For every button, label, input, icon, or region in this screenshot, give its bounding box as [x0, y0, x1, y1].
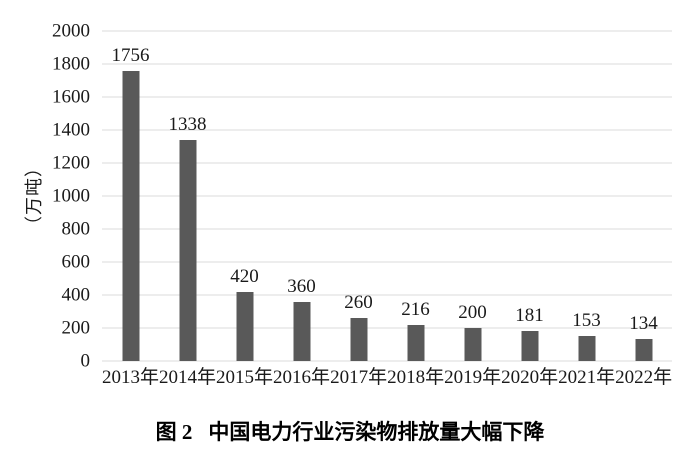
bar-value-label: 216: [401, 299, 430, 321]
gridline: [102, 162, 672, 164]
y-axis-tick-label: 800: [61, 218, 91, 240]
bar-column: 420: [216, 31, 273, 361]
y-axis-tick-label: 1000: [52, 185, 90, 207]
bar-value-label: 260: [344, 292, 373, 314]
bar-value-label: 1756: [111, 45, 150, 67]
bar-value-label: 200: [458, 302, 487, 323]
figure-caption-title: 中国电力行业污染物排放量大幅下降: [208, 420, 545, 444]
x-axis-tick-label: 2022年: [615, 367, 673, 388]
gridline: [102, 360, 672, 362]
y-axis-tick-label: 0: [80, 350, 91, 372]
bar: [179, 140, 196, 361]
bar-column: 153: [558, 31, 615, 361]
bar: [293, 301, 310, 361]
bar-column: 200: [444, 31, 501, 361]
bar-column: 1338: [159, 31, 216, 361]
x-axis-tick-label: 2015年: [216, 367, 274, 388]
bar: [578, 335, 595, 361]
bar-series: 1756 1338 420 360 260 216 200 181 153 134: [102, 31, 672, 361]
figure-caption-prefix: 图 2: [155, 420, 193, 444]
bar-value-label: 181: [515, 305, 544, 327]
x-axis-tick-label: 2016年: [273, 367, 331, 388]
figure-caption: 图 2 中国电力行业污染物排放量大幅下降: [0, 416, 700, 446]
gridline: [102, 63, 672, 65]
bar-column: 260: [330, 31, 387, 361]
x-axis-tick-label: 2017年: [330, 367, 388, 388]
bar-value-label: 360: [287, 275, 316, 297]
bar: [464, 328, 481, 361]
x-axis-labels: 2013年 2014年 2015年 2016年 2017年 2018年 2019年 2020年…: [102, 367, 672, 390]
y-axis-tick-label: 1600: [52, 86, 90, 108]
bar: [407, 325, 424, 361]
bar: [236, 291, 253, 361]
bar-value-label: 420: [230, 265, 259, 287]
bar-column: 1756: [102, 31, 159, 361]
bar: [350, 318, 367, 361]
bar-column: 360: [273, 31, 330, 361]
gridline: [102, 261, 672, 263]
bar-column: 181: [501, 31, 558, 361]
gridline: [102, 30, 672, 32]
y-axis-tick-label: 200: [61, 317, 91, 339]
bar-column: 216: [387, 31, 444, 361]
bar: [521, 331, 538, 361]
gridline: [102, 228, 672, 230]
x-axis-tick-label: 2019年: [444, 367, 502, 388]
gridline: [102, 96, 672, 98]
bar-value-label: 134: [629, 312, 658, 334]
y-axis-tick-label: 400: [61, 284, 91, 306]
bar: [122, 71, 139, 361]
y-axis-ticks: 0 200 400 600 800 1000 1200 1400 1600 1800 2000: [0, 22, 91, 371]
x-axis-tick-label: 2020年: [501, 367, 559, 388]
y-axis-tick-label: 2000: [52, 20, 90, 42]
gridline: [102, 129, 672, 131]
bar-column: 134: [615, 31, 672, 361]
gridline: [102, 327, 672, 329]
x-axis-tick-label: 2018年: [387, 367, 445, 388]
bar: [635, 338, 652, 361]
bar-value-label: 153: [572, 309, 601, 331]
x-axis-tick-label: 2013年: [102, 367, 160, 388]
bar-value-label: 1338: [168, 114, 207, 136]
x-axis-tick-label: 2014年: [159, 367, 217, 388]
gridline: [102, 195, 672, 197]
gridline: [102, 294, 672, 296]
plot-area: 1756 1338 420 360 260 216 200 181 153 134: [102, 30, 672, 362]
y-axis-tick-label: 1400: [52, 119, 90, 141]
x-axis-tick-label: 2021年: [558, 367, 616, 388]
y-axis-tick-label: 1200: [52, 152, 90, 174]
y-axis-tick-label: 1800: [52, 53, 90, 75]
y-axis-tick-label: 600: [61, 251, 91, 273]
